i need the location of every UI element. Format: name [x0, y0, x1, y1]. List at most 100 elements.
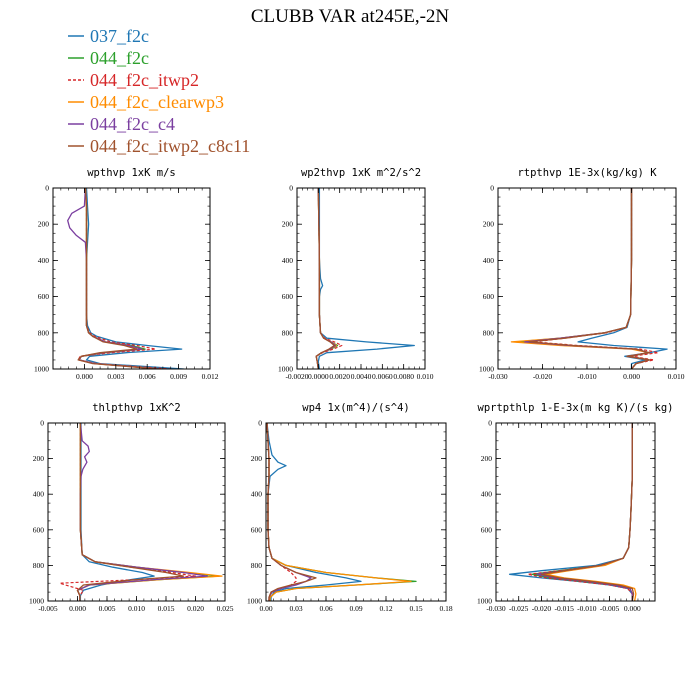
- y-tick-label: 1000: [34, 365, 49, 374]
- y-tick-label: 200: [38, 220, 50, 229]
- legend: 037_f2c044_f2c044_f2c_itwp2044_f2c_clear…: [68, 26, 250, 156]
- y-tick-label: 600: [33, 525, 45, 534]
- y-tick-label: 600: [38, 292, 50, 301]
- x-tick-label: 0.000: [624, 604, 641, 613]
- y-tick-label: 200: [481, 454, 493, 463]
- x-tick-label: 0.0040: [351, 372, 372, 381]
- x-tick-label: 0.000: [69, 604, 86, 613]
- legend-label: 044_f2c: [90, 48, 149, 68]
- panel-title: rtpthvp 1E-3x(kg/kg) K: [517, 167, 657, 179]
- x-tick-label: -0.030: [486, 604, 506, 613]
- series-line-044_f2c_c4: [536, 423, 633, 601]
- series-line-044_f2c_itwp2_c8c11: [76, 423, 185, 601]
- series-line-044_f2c_itwp2_c8c11: [77, 188, 158, 369]
- y-tick-label: 600: [251, 525, 263, 534]
- series-line-044_f2c_itwp2: [532, 188, 659, 369]
- y-tick-label: 800: [481, 561, 493, 570]
- x-tick-label: -0.010: [577, 372, 597, 381]
- x-tick-label: -0.015: [554, 604, 574, 613]
- y-tick-label: 400: [38, 256, 50, 265]
- series-line-044_f2c_itwp2_c8c11: [528, 188, 650, 369]
- series-line-037_f2c: [79, 423, 155, 601]
- y-tick-label: 400: [251, 490, 263, 499]
- y-tick-label: 800: [282, 328, 294, 337]
- y-tick-label: 1000: [29, 597, 44, 606]
- series-group: [67, 188, 184, 369]
- panel: wpthvp 1xK m/s 0 200 400 600 800 1000 0.000 0.00…: [34, 167, 219, 381]
- x-tick-label: -0.005: [38, 604, 58, 613]
- panel: thlpthvp 1xK^2 0 200 400 600 800 1000-0.005 0.0…: [29, 402, 234, 613]
- y-tick-label: 0: [45, 184, 49, 193]
- y-tick-label: 800: [483, 328, 495, 337]
- y-tick-label: 800: [33, 561, 45, 570]
- y-tick-label: 200: [282, 220, 294, 229]
- series-line-044_f2c_itwp2: [77, 188, 171, 369]
- panel-title: wprtpthlp 1-E-3x(m kg K)/(s kg): [478, 402, 674, 414]
- series-line-044_f2c_c4: [76, 423, 208, 601]
- series-group: [59, 423, 223, 601]
- series-group: [508, 423, 637, 601]
- series-group: [315, 188, 415, 369]
- y-tick-label: 400: [33, 490, 45, 499]
- x-tick-label: 0.0000: [308, 372, 329, 381]
- x-tick-label: 0.010: [128, 604, 145, 613]
- y-tick-label: 400: [483, 256, 495, 265]
- x-tick-label: 0.0020: [329, 372, 350, 381]
- legend-item: 037_f2c: [68, 26, 149, 46]
- y-tick-label: 800: [38, 328, 50, 337]
- y-tick-label: 0: [490, 184, 494, 193]
- x-tick-label: 0.03: [289, 604, 302, 613]
- y-tick-label: 400: [481, 490, 493, 499]
- plot-frame: [52, 187, 211, 370]
- x-tick-label: 0.00: [259, 604, 272, 613]
- x-tick-label: 0.006: [139, 372, 156, 381]
- x-tick-label: 0.012: [202, 372, 219, 381]
- x-tick-label: -0.030: [488, 372, 508, 381]
- series-line-044_f2c_clearwp3: [545, 423, 637, 601]
- series-group: [266, 423, 417, 601]
- legend-item: 044_f2c_itwp2: [68, 70, 199, 90]
- y-tick-label: 600: [483, 292, 495, 301]
- panel: rtpthvp 1E-3x(kg/kg) K02004006008001000-…: [479, 167, 685, 381]
- y-tick-label: 600: [282, 292, 294, 301]
- panel-title: wp2thvp 1xK m^2/s^2: [301, 167, 421, 179]
- y-tick-label: 0: [40, 419, 44, 428]
- series-line-037_f2c: [577, 188, 668, 369]
- panel-title: thlpthvp 1xK^2: [92, 402, 181, 414]
- x-tick-label: 0.0060: [372, 372, 393, 381]
- legend-label: 044_f2c_c4: [90, 114, 175, 134]
- y-tick-label: 200: [251, 454, 263, 463]
- series-group: [510, 188, 668, 369]
- series-line-044_f2c_clearwp3: [266, 423, 412, 601]
- x-tick-label: 0.010: [668, 372, 685, 381]
- x-tick-label: 0.020: [187, 604, 204, 613]
- x-tick-label: 0.15: [409, 604, 422, 613]
- series-line-044_f2c_itwp2_c8c11: [315, 188, 335, 369]
- y-tick-label: 800: [251, 561, 263, 570]
- x-tick-label: 0.18: [439, 604, 452, 613]
- panel: wprtpthlp 1-E-3x(m kg K)/(s kg) 0 200 400 60…: [477, 402, 673, 613]
- y-tick-label: 400: [282, 256, 294, 265]
- series-line-037_f2c: [317, 188, 415, 369]
- x-tick-label: 0.0080: [393, 372, 414, 381]
- y-tick-label: 0: [258, 419, 262, 428]
- legend-item: 044_f2c_clearwp3: [68, 92, 224, 112]
- x-tick-label: -0.005: [600, 604, 620, 613]
- x-tick-label: 0.005: [99, 604, 116, 613]
- y-tick-label: 200: [483, 220, 495, 229]
- panel-title: wpthvp 1xK m/s: [87, 167, 176, 179]
- x-tick-label: 0.000: [623, 372, 640, 381]
- y-tick-label: 0: [488, 419, 492, 428]
- series-line-037_f2c: [85, 188, 184, 369]
- x-tick-label: 0.010: [417, 372, 434, 381]
- y-tick-label: 1000: [477, 597, 492, 606]
- y-tick-label: 1000: [247, 597, 262, 606]
- y-tick-label: 1000: [479, 365, 494, 374]
- x-tick-label: 0.06: [319, 604, 332, 613]
- panel-title: wp4 1x(m^4)/(s^4): [302, 402, 409, 414]
- legend-item: 044_f2c_itwp2_c8c11: [68, 136, 250, 156]
- legend-item: 044_f2c: [68, 48, 149, 68]
- series-line-044_f2c_itwp2_c8c11: [266, 423, 317, 601]
